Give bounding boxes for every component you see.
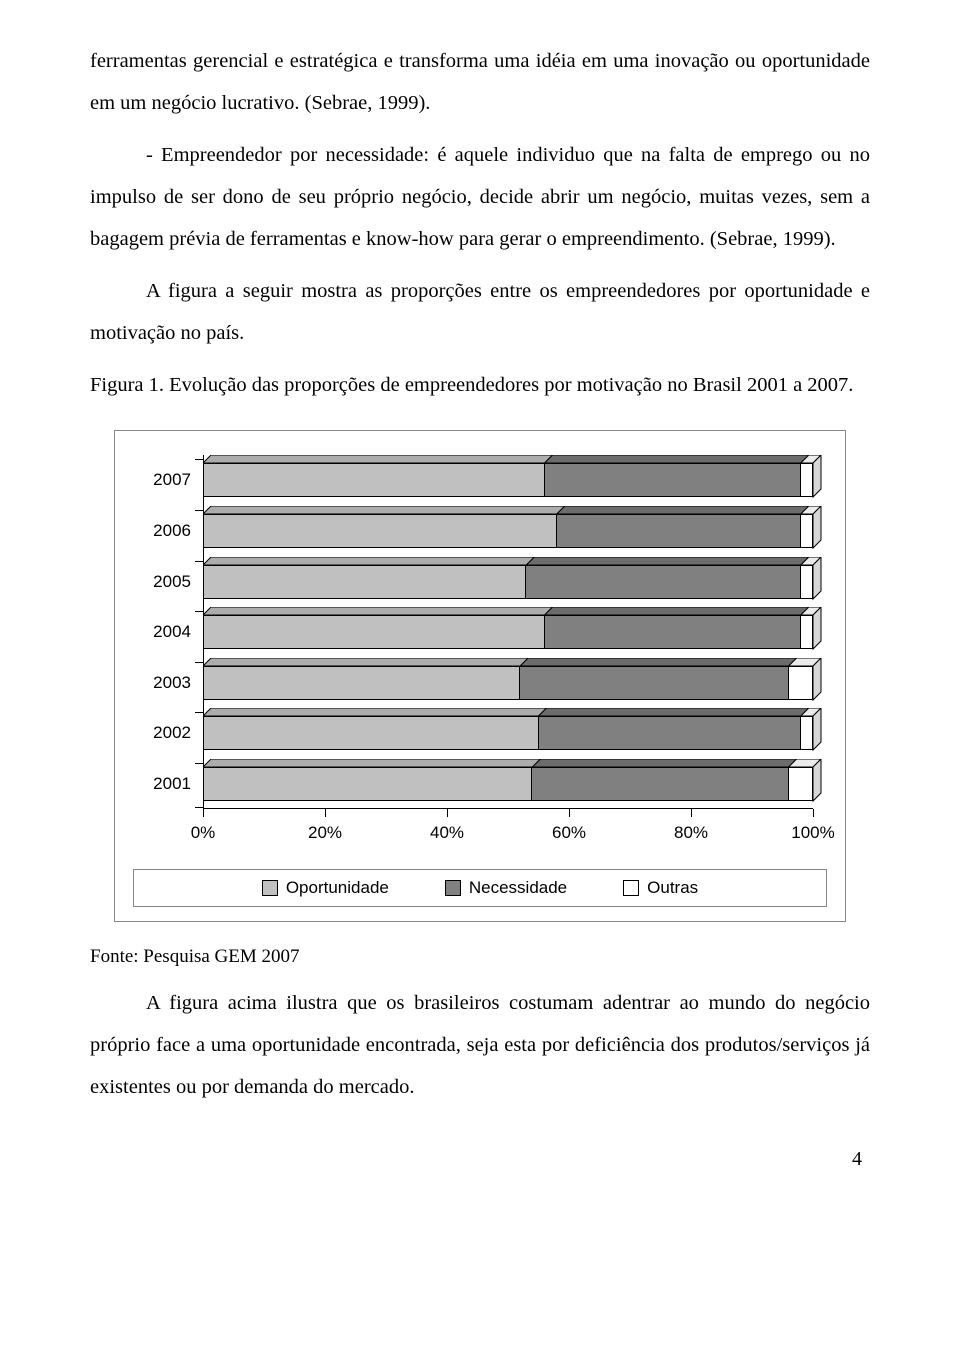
paragraph-3: A figura a seguir mostra as proporções e… [90, 270, 870, 354]
legend: Oportunidade Necessidade Outras [133, 869, 827, 907]
x-tick [813, 809, 814, 817]
bar-3d-top [203, 455, 823, 499]
bar-row [203, 514, 813, 554]
y-tick [195, 763, 203, 764]
paragraph-5: A figura acima ilustra que os brasileiro… [90, 982, 870, 1108]
y-axis-label: 2007 [141, 470, 191, 490]
y-tick [195, 662, 203, 663]
y-axis-label: 2005 [141, 572, 191, 592]
y-tick [195, 611, 203, 612]
bar-3d-top [203, 759, 823, 803]
x-axis-label: 20% [308, 823, 342, 843]
x-axis [203, 808, 813, 809]
bar-3d-top [203, 658, 823, 702]
y-tick [195, 561, 203, 562]
bar-row [203, 716, 813, 756]
bar-row [203, 767, 813, 807]
y-axis-label: 2003 [141, 673, 191, 693]
bar-row [203, 615, 813, 655]
y-tick [195, 712, 203, 713]
legend-swatch [445, 880, 461, 896]
legend-swatch [262, 880, 278, 896]
x-axis-label: 100% [791, 823, 834, 843]
bar-3d-top [203, 708, 823, 752]
y-axis-label: 2002 [141, 723, 191, 743]
x-tick [569, 809, 570, 817]
legend-item-oportunidade: Oportunidade [262, 878, 389, 898]
bar-3d-top [203, 506, 823, 550]
plot-area: 0%20%40%60%80%100%2007200620052004200320… [141, 455, 821, 855]
paragraph-1: ferramentas gerencial e estratégica e tr… [90, 40, 870, 124]
legend-item-necessidade: Necessidade [445, 878, 567, 898]
x-axis-label: 0% [191, 823, 216, 843]
y-axis-label: 2001 [141, 774, 191, 794]
source-text: Fonte: Pesquisa GEM 2007 [90, 946, 870, 968]
figure-caption: Figura 1. Evolução das proporções de emp… [90, 364, 870, 406]
x-tick [691, 809, 692, 817]
bar-row [203, 463, 813, 503]
x-axis-label: 60% [552, 823, 586, 843]
y-tick [195, 459, 203, 460]
x-axis-label: 40% [430, 823, 464, 843]
bar-row [203, 565, 813, 605]
bar-row [203, 666, 813, 706]
y-tick [195, 510, 203, 511]
x-axis-label: 80% [674, 823, 708, 843]
bar-3d-top [203, 557, 823, 601]
legend-label: Outras [647, 878, 698, 898]
legend-label: Oportunidade [286, 878, 389, 898]
legend-label: Necessidade [469, 878, 567, 898]
paragraph-2: - Empreendedor por necessidade: é aquele… [90, 134, 870, 260]
y-axis-label: 2006 [141, 521, 191, 541]
x-tick [325, 809, 326, 817]
legend-swatch [623, 880, 639, 896]
bar-3d-top [203, 607, 823, 651]
legend-item-outras: Outras [623, 878, 698, 898]
x-tick [447, 809, 448, 817]
x-tick [203, 809, 204, 817]
page-number: 4 [90, 1148, 870, 1171]
y-axis-label: 2004 [141, 622, 191, 642]
chart-figure-1: 0% 20% 40% 60% 80% 100% 2007 2006 2005 2004 2003 20… [114, 430, 846, 922]
